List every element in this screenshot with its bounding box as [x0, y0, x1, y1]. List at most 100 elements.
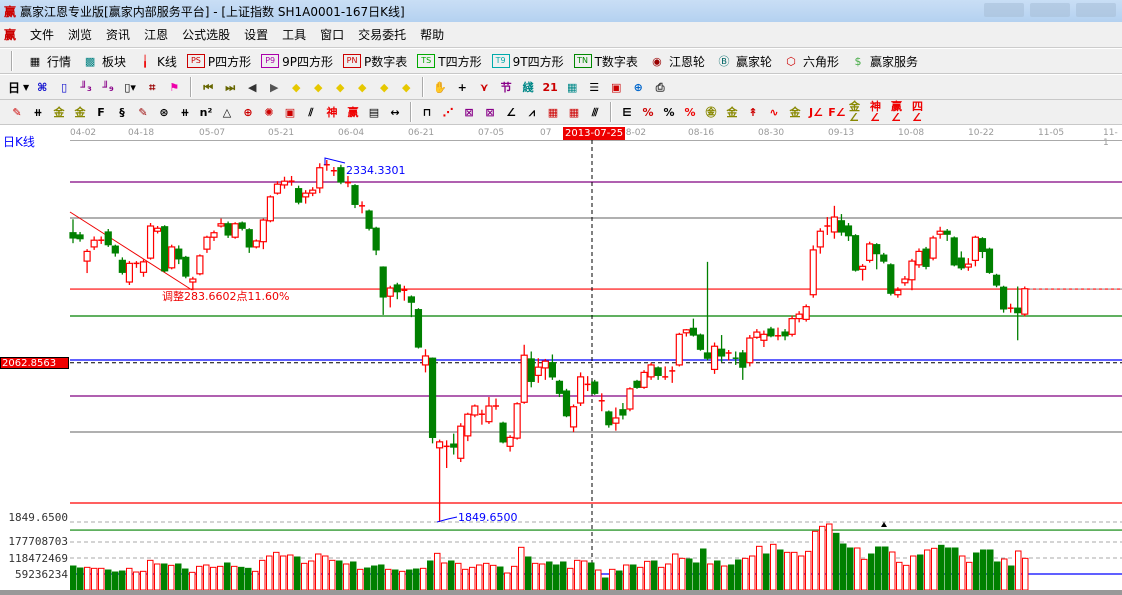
gann-grid-icon[interactable]: ⌗	[149, 80, 156, 94]
toolbar-button-0[interactable]: ▦ 行情	[26, 52, 71, 70]
menu-item-7[interactable]: 窗口	[320, 28, 345, 42]
square-grid-icon[interactable]: ▣	[284, 105, 296, 119]
zigzag-icon[interactable]: ⩘	[528, 105, 536, 119]
box-tool-icon[interactable]: ⊓	[422, 105, 432, 119]
percent-fan-icon[interactable]: %	[642, 105, 654, 119]
ruler-icon[interactable]: ▤	[368, 105, 380, 119]
notes-icon[interactable]: ☰	[589, 80, 600, 94]
gold-angle-icon[interactable]: 金∠	[849, 100, 860, 124]
indicator-9-icon[interactable]: ╜₉	[102, 80, 114, 94]
shen-angle-icon[interactable]: 神∠	[870, 100, 881, 124]
zoom-in-icon[interactable]: ◆	[379, 80, 389, 94]
parallel-lines-icon[interactable]: ⧺	[33, 105, 43, 119]
slash-lines-icon[interactable]: ⫽	[308, 105, 314, 119]
menu-item-1[interactable]: 浏览	[68, 28, 93, 42]
line-tool-icon[interactable]: ⋎	[479, 80, 489, 94]
toolbar-button-3[interactable]: PS P四方形	[186, 53, 251, 70]
menu-item-5[interactable]: 设置	[244, 28, 269, 42]
gold-circle-icon[interactable]: ㊎	[705, 105, 717, 119]
toolbar-button-7[interactable]: T9 9T四方形	[491, 53, 564, 70]
toolbar-button-10[interactable]: Ⓑ 赢家轮	[715, 52, 772, 70]
indicator-3-icon[interactable]: ╜₃	[80, 80, 92, 94]
zoom-chart-icon[interactable]: ⌘	[37, 80, 48, 94]
flag-icon[interactable]: ⚑	[169, 80, 180, 94]
close-button[interactable]	[1076, 3, 1116, 17]
gold-red-icon[interactable]: 金	[789, 105, 801, 119]
minimize-button[interactable]	[984, 3, 1024, 17]
menu-item-3[interactable]: 江恩	[144, 28, 169, 42]
hand-icon[interactable]: ✋	[433, 80, 448, 94]
gann-box-2-icon[interactable]: ⊠	[485, 105, 495, 119]
shift-left-icon[interactable]: ◆	[291, 80, 301, 94]
toolbar-button-6[interactable]: TS T四方形	[417, 53, 482, 70]
toolbar-button-1[interactable]: ▩ 板块	[81, 52, 126, 70]
network-icon[interactable]: ⊕	[633, 80, 643, 94]
bottom-scrollbar[interactable]	[0, 590, 1122, 595]
toolbar-grip[interactable]	[11, 51, 13, 71]
four-angle-icon[interactable]: 四∠	[912, 100, 923, 124]
zoom-in-h-icon[interactable]: ◆	[335, 80, 345, 94]
triangle-icon[interactable]: △	[222, 105, 232, 119]
maximize-button[interactable]	[1030, 3, 1070, 17]
pattern-icon[interactable]: 綫	[522, 80, 534, 94]
toolbar-button-4[interactable]: P9 9P四方形	[261, 53, 333, 70]
percent-icon[interactable]: %	[663, 105, 675, 119]
f-lines-icon[interactable]: F	[97, 105, 105, 119]
shift-right-icon[interactable]: ◆	[313, 80, 323, 94]
comb-icon[interactable]: ⋿	[622, 105, 632, 119]
grid-2-icon[interactable]: ▦	[568, 105, 580, 119]
next-icon[interactable]: ▶	[269, 80, 279, 94]
gold-2-icon[interactable]: 金	[74, 105, 86, 119]
cycle-icon[interactable]: ⊛	[159, 105, 169, 119]
gold-lines-icon[interactable]: 金	[726, 105, 738, 119]
sine-icon[interactable]: ∿	[769, 105, 779, 119]
save-icon[interactable]: ▣	[610, 80, 622, 94]
ying-angle-icon[interactable]: 赢∠	[891, 100, 902, 124]
angle-icon[interactable]: ∠	[506, 105, 516, 119]
candle-type-icon[interactable]: ▯▾	[124, 80, 136, 94]
zoom-out-h-icon[interactable]: ◆	[357, 80, 367, 94]
toolbar-button-12[interactable]: $ 赢家服务	[849, 52, 918, 70]
menu-item-2[interactable]: 资讯	[106, 28, 131, 42]
rocket-icon[interactable]: ↟	[748, 105, 758, 119]
last-icon[interactable]: ⏭	[225, 80, 236, 94]
target-icon[interactable]: ⊕	[243, 105, 253, 119]
menu-item-6[interactable]: 工具	[282, 28, 307, 42]
menu-item-8[interactable]: 交易委托	[358, 28, 407, 42]
crosshair-icon[interactable]: +	[457, 80, 467, 94]
toolbar-button-5[interactable]: PN P数字表	[343, 53, 407, 70]
tool-icon[interactable]: 节	[500, 80, 512, 94]
pen-icon[interactable]: ✎	[12, 105, 22, 119]
toolbar-button-9[interactable]: ◉ 江恩轮	[648, 52, 705, 70]
toolbar-button-11[interactable]: ⬡ 六角形	[782, 52, 839, 70]
spiral-icon[interactable]: §	[119, 105, 125, 119]
n2-icon[interactable]: n²	[199, 105, 213, 119]
clipboard-icon[interactable]: ▯	[61, 80, 68, 94]
app-menu-icon[interactable]: 赢	[4, 28, 17, 42]
ying-icon[interactable]: 赢	[347, 105, 359, 119]
web-icon[interactable]: ✺	[264, 105, 274, 119]
grid-1-icon[interactable]: ▦	[547, 105, 559, 119]
gann-box-icon[interactable]: ⊠	[464, 105, 474, 119]
calculator-icon[interactable]: ▦	[566, 80, 578, 94]
fan-icon[interactable]: ⋰	[442, 105, 454, 119]
j-angle-icon[interactable]: J∠	[809, 105, 823, 119]
shen-icon[interactable]: 神	[326, 105, 338, 119]
measure-icon[interactable]: ↔	[390, 105, 400, 119]
time-lines-icon[interactable]: ⧺	[180, 105, 190, 119]
calendar-icon[interactable]: 21	[542, 80, 558, 94]
menu-item-9[interactable]: 帮助	[420, 28, 445, 42]
toolbar-button-2[interactable]: ╽ K线	[136, 52, 177, 70]
f-angle-icon[interactable]: F∠	[828, 105, 846, 119]
menu-item-4[interactable]: 公式选股	[182, 28, 231, 42]
first-icon[interactable]: ⏮	[203, 80, 214, 94]
menu-item-0[interactable]: 文件	[30, 28, 55, 42]
zoom-out-v-icon[interactable]: ◆	[401, 80, 411, 94]
period-dropdown[interactable]: 日 ▼	[8, 79, 29, 96]
gold-1-icon[interactable]: 金	[53, 105, 65, 119]
channel-icon[interactable]: ⫻	[591, 105, 599, 119]
print-icon[interactable]: ⎙	[655, 80, 665, 94]
toolbar-button-8[interactable]: TN T数字表	[573, 53, 638, 70]
percent-lines-icon[interactable]: %	[684, 105, 696, 119]
